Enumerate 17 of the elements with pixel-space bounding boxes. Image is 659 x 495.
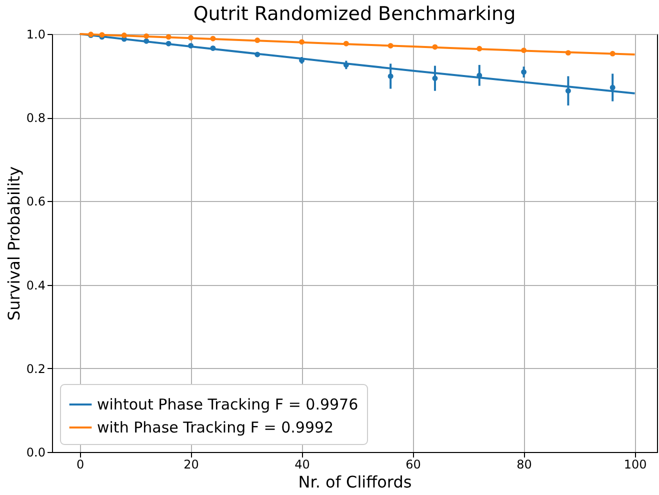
x-tick-label: 40 <box>294 458 310 472</box>
y-tick-label: 0.6 <box>26 194 46 209</box>
y-tick-label: 0.0 <box>26 446 46 460</box>
x-tick-label: 60 <box>406 458 421 472</box>
x-tick-label: 0 <box>76 458 84 472</box>
x-axis-title: Nr. of Cliffords <box>298 472 412 492</box>
chart-title: Qutrit Randomized Benchmarking <box>193 3 516 25</box>
y-tick-label: 1.0 <box>26 28 46 42</box>
y-tick-label: 0.8 <box>26 111 46 126</box>
x-tick-label: 20 <box>184 458 199 472</box>
x-tick-label: 100 <box>624 458 647 472</box>
y-tick-label: 0.4 <box>26 278 46 292</box>
x-tick-label: 80 <box>516 458 532 472</box>
y-axis-title: Survival Probability <box>4 166 24 321</box>
legend-label: wihtout Phase Tracking F = 0.9976 <box>97 396 358 414</box>
y-tick-label: 0.2 <box>26 362 46 376</box>
legend-label: with Phase Tracking F = 0.9992 <box>97 418 334 436</box>
